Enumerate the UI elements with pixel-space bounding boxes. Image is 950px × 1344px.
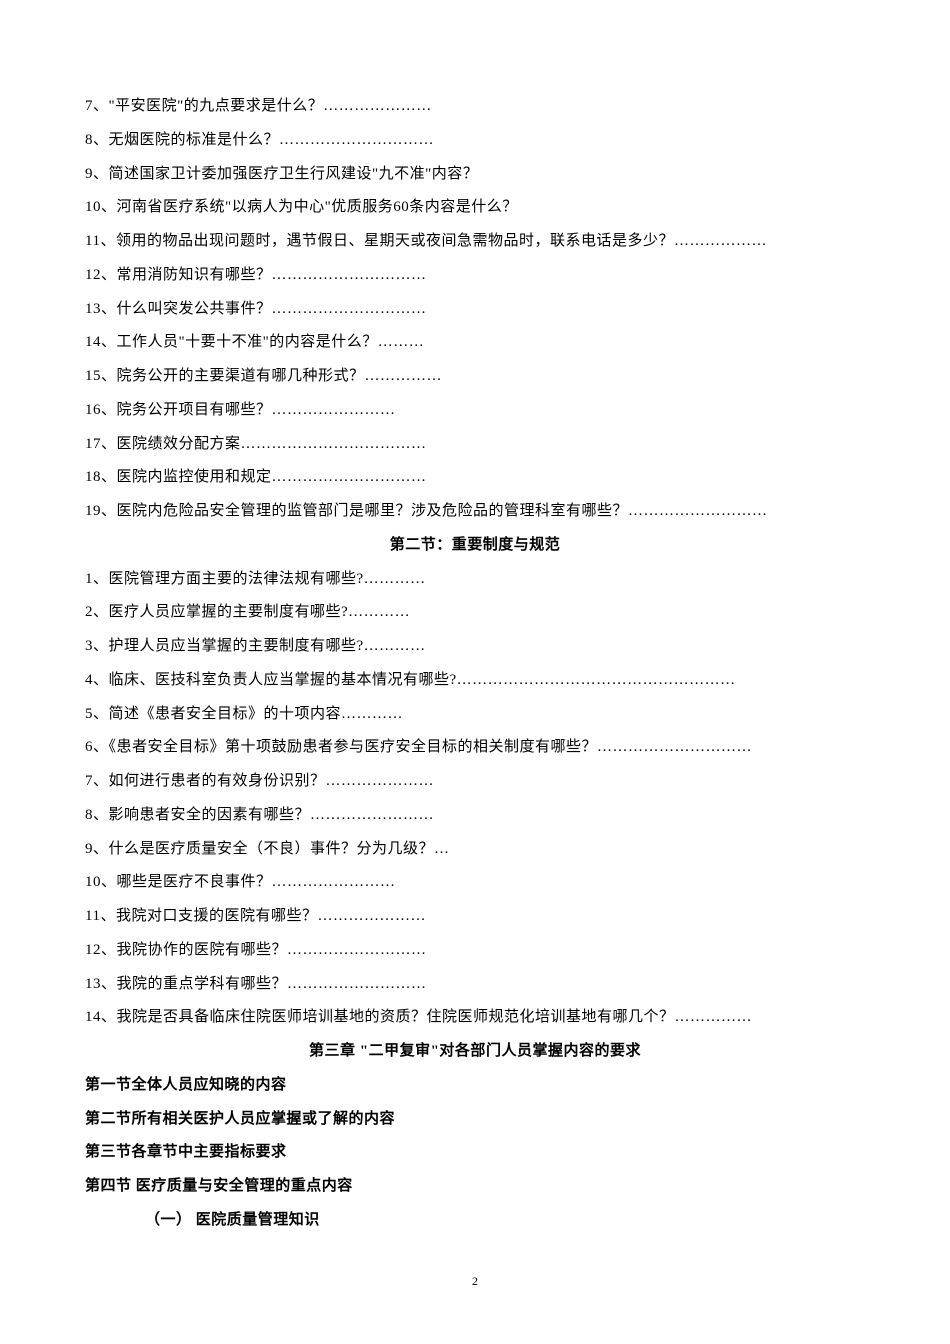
toc-item: 18、医院内监控使用和规定………………………… <box>85 461 865 495</box>
toc-item: 4、临床、医技科室负责人应当掌握的基本情况有哪些?………………………………………… <box>85 664 865 698</box>
toc-item: 19、医院内危险品安全管理的监管部门是哪里？涉及危险品的管理科室有哪些？…………… <box>85 495 865 529</box>
section-2-title: 第二节：重要制度与规范 <box>85 529 865 563</box>
document-page: 7、"平安医院"的九点要求是什么？………………… 8、无烟医院的标准是什么？……… <box>0 0 950 1344</box>
toc-item: 8、无烟医院的标准是什么？………………………… <box>85 124 865 158</box>
toc-item: 11、我院对口支援的医院有哪些？………………… <box>85 900 865 934</box>
toc-group-2: 1、医院管理方面主要的法律法规有哪些?………… 2、医疗人员应掌握的主要制度有哪… <box>85 563 865 1036</box>
toc-item: 3、护理人员应当掌握的主要制度有哪些?………… <box>85 630 865 664</box>
toc-group-1: 7、"平安医院"的九点要求是什么？………………… 8、无烟医院的标准是什么？……… <box>85 90 865 529</box>
toc-item: 2、医疗人员应掌握的主要制度有哪些?………… <box>85 596 865 630</box>
section-heading: 第三节各章节中主要指标要求 <box>85 1136 865 1170</box>
toc-item: 13、我院的重点学科有哪些？……………………… <box>85 968 865 1002</box>
section-heading: 第一节全体人员应知晓的内容 <box>85 1069 865 1103</box>
toc-item: 17、医院绩效分配方案……………………………… <box>85 428 865 462</box>
toc-item: 1、医院管理方面主要的法律法规有哪些?………… <box>85 563 865 597</box>
toc-item: 9、什么是医疗质量安全（不良）事件？分为几级？… <box>85 833 865 867</box>
toc-item: 10、哪些是医疗不良事件？…………………… <box>85 866 865 900</box>
toc-item: 13、什么叫突发公共事件？………………………… <box>85 293 865 327</box>
toc-item: 15、院务公开的主要渠道有哪几种形式？…………… <box>85 360 865 394</box>
page-number: 2 <box>0 1274 950 1289</box>
section-heading: 第二节所有相关医护人员应掌握或了解的内容 <box>85 1103 865 1137</box>
toc-item: 14、工作人员"十要十不准"的内容是什么？……… <box>85 326 865 360</box>
toc-item: 7、"平安医院"的九点要求是什么？………………… <box>85 90 865 124</box>
toc-item: 6、《患者安全目标》第十项鼓励患者参与医疗安全目标的相关制度有哪些？………………… <box>85 731 865 765</box>
toc-item: 10、河南省医疗系统"以病人为中心"优质服务60条内容是什么？ <box>85 191 865 225</box>
toc-item: 7、如何进行患者的有效身份识别？………………… <box>85 765 865 799</box>
toc-item: 16、院务公开项目有哪些？…………………… <box>85 394 865 428</box>
sub-heading: （一） 医院质量管理知识 <box>85 1204 865 1238</box>
section-heading: 第四节 医疗质量与安全管理的重点内容 <box>85 1170 865 1204</box>
toc-item: 12、我院协作的医院有哪些？……………………… <box>85 934 865 968</box>
toc-item: 12、常用消防知识有哪些？………………………… <box>85 259 865 293</box>
chapter-3-sections: 第一节全体人员应知晓的内容 第二节所有相关医护人员应掌握或了解的内容 第三节各章… <box>85 1069 865 1238</box>
toc-item: 8、影响患者安全的因素有哪些？…………………… <box>85 799 865 833</box>
toc-item: 14、我院是否具备临床住院医师培训基地的资质？住院医师规范化培训基地有哪几个？…… <box>85 1001 865 1035</box>
toc-item: 5、简述《患者安全目标》的十项内容………… <box>85 698 865 732</box>
toc-item: 11、领用的物品出现问题时，遇节假日、星期天或夜间急需物品时，联系电话是多少？…… <box>85 225 865 259</box>
toc-item: 9、简述国家卫计委加强医疗卫生行风建设"九不准"内容？ <box>85 158 865 192</box>
chapter-3-title: 第三章 "二甲复审"对各部门人员掌握内容的要求 <box>85 1035 865 1069</box>
